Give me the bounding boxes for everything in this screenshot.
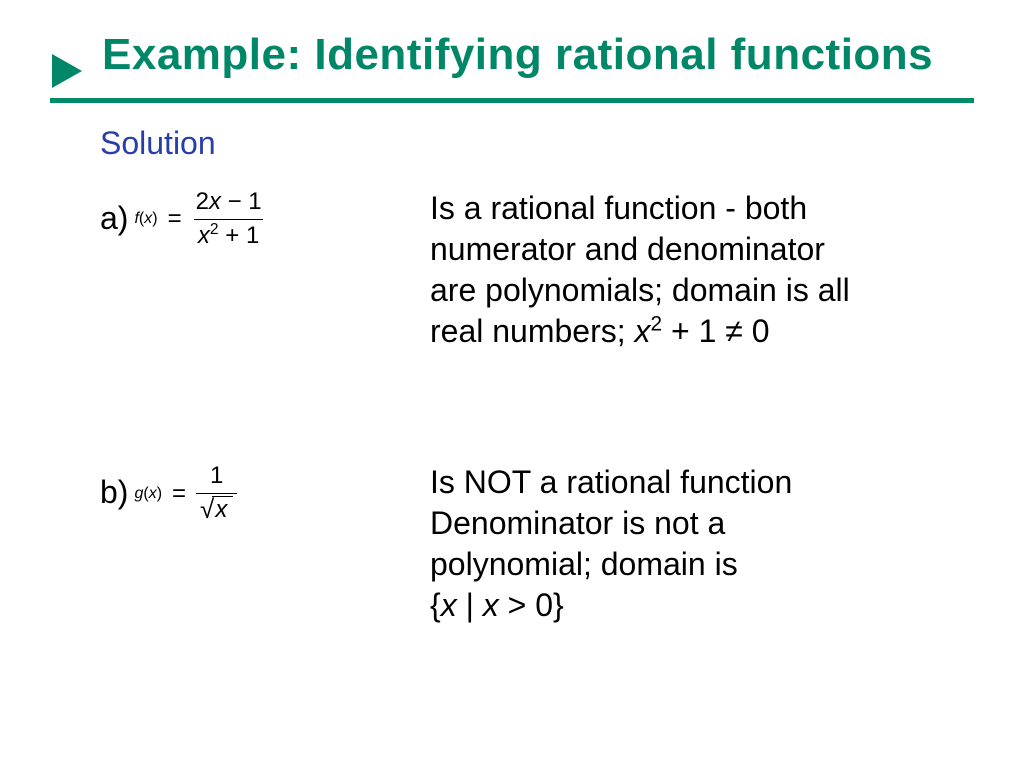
- b-line4-pre: {: [430, 587, 441, 623]
- triangle-bullet-icon: [50, 52, 84, 90]
- equals-sign-b: =: [170, 480, 188, 508]
- a-line4-pre: real numbers;: [430, 313, 635, 349]
- slide-title: Example: Identifying rational functions: [102, 30, 933, 79]
- solution-heading: Solution: [100, 125, 974, 162]
- b-line4-v2: x: [483, 587, 499, 623]
- item-a-fn-name: f(x): [134, 210, 157, 228]
- a-line4-sup: 2: [651, 312, 663, 335]
- num-tail: − 1: [221, 188, 262, 215]
- item-a-equation: a) f(x) = 2x − 1 x2 + 1: [100, 188, 430, 251]
- a-line4-var: x: [635, 313, 651, 349]
- b-line4-mid: |: [457, 587, 483, 623]
- sqrt-icon: √ x: [200, 496, 233, 523]
- item-b-explanation: Is NOT a rational function Denominator i…: [430, 462, 792, 626]
- a-line3: are polynomials; domain is all: [430, 272, 850, 308]
- b-numerator: 1: [206, 462, 227, 493]
- item-a-label: a): [100, 188, 128, 234]
- item-a-explanation: Is a rational function - both numerator …: [430, 188, 850, 352]
- item-b-fraction: 1 √ x: [196, 462, 237, 526]
- equals-sign: =: [166, 205, 184, 233]
- b-line4-post: > 0}: [499, 587, 564, 623]
- item-b-label: b): [100, 462, 128, 508]
- content-area: a) f(x) = 2x − 1 x2 + 1 Is a rational: [50, 188, 974, 626]
- a-line1: Is a rational function - both: [430, 190, 807, 226]
- title-underline: [50, 98, 974, 103]
- item-b-fn-name: g(x): [134, 485, 162, 503]
- den-sup: 2: [210, 221, 219, 238]
- den-tail: + 1: [219, 222, 260, 249]
- item-a-fraction: 2x − 1 x2 + 1: [192, 188, 266, 251]
- item-a-row: a) f(x) = 2x − 1 x2 + 1 Is a rational: [100, 188, 954, 352]
- b-line3: polynomial; domain is: [430, 546, 738, 582]
- a-line4-post: + 1 ≠ 0: [662, 313, 769, 349]
- b-radicand: x: [212, 496, 233, 523]
- item-b-equation: b) g(x) = 1 √ x: [100, 462, 430, 526]
- a-line2: numerator and denominator: [430, 231, 825, 267]
- item-b-row: b) g(x) = 1 √ x Is: [100, 462, 954, 626]
- title-row: Example: Identifying rational functions: [50, 30, 974, 90]
- num-coeff: 2: [196, 188, 209, 215]
- num-var: x: [209, 188, 221, 215]
- b-line4-v1: x: [441, 587, 457, 623]
- den-var: x: [198, 222, 210, 249]
- b-line1: Is NOT a rational function: [430, 464, 792, 500]
- b-line2: Denominator is not a: [430, 505, 725, 541]
